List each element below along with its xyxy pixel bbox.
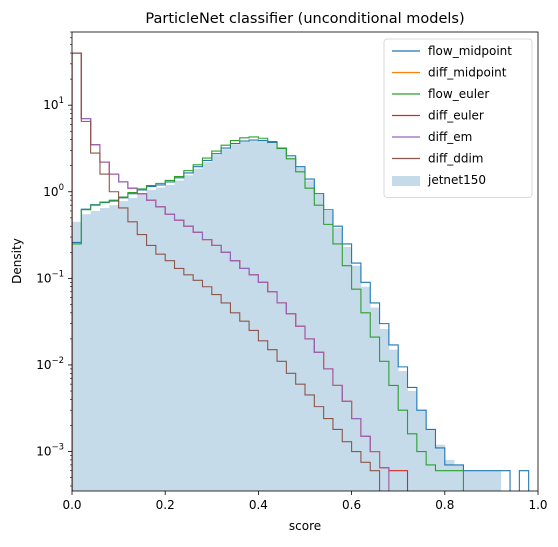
series-line-flow_euler: [72, 136, 464, 491]
bar-jetnet150-6: [127, 197, 138, 491]
y-axis-label: Density: [10, 238, 24, 284]
plot-frame: [71, 31, 539, 492]
bar-jetnet150-26: [314, 194, 325, 491]
bar-jetnet150-2: [90, 210, 101, 491]
bar-jetnet150-22: [277, 149, 287, 491]
bar-jetnet150-3: [99, 207, 110, 491]
plot-area: [71, 31, 539, 492]
bar-jetnet150-45: [491, 470, 502, 491]
legend-label-jetnet150: jetnet150: [427, 173, 486, 187]
bar-jetnet150-14: [202, 162, 213, 491]
y-tick-label: 10−3: [36, 443, 64, 459]
bar-jetnet150-34: [388, 349, 399, 491]
x-tick-label: 0.6: [342, 498, 361, 512]
y-tick-label: 101: [43, 96, 64, 112]
bar-jetnet150-23: [286, 157, 297, 491]
bar-jetnet150-24: [295, 167, 306, 491]
bar-jetnet150-28: [332, 228, 343, 491]
bar-jetnet150-21: [267, 143, 278, 491]
bar-jetnet150-16: [221, 149, 231, 491]
y-tick-label: 10−1: [36, 269, 64, 285]
bar-jetnet150-19: [249, 141, 259, 491]
y-tick-label: 100: [43, 183, 64, 199]
x-tick-label: 0.8: [435, 498, 454, 512]
bar-jetnet150-7: [137, 193, 147, 491]
bar-jetnet150-36: [407, 391, 418, 491]
bar-jetnet150-29: [342, 247, 352, 491]
legend-label-diff_euler: diff_euler: [428, 109, 484, 123]
chart-title: ParticleNet classifier (unconditional mo…: [145, 11, 464, 27]
step-lines-layer: [72, 52, 530, 491]
bar-jetnet150-25: [305, 180, 315, 491]
bar-jetnet150-32: [370, 307, 380, 491]
bar-jetnet150-12: [183, 175, 194, 491]
legend-label-diff_ddim: diff_ddim: [428, 152, 483, 166]
series-line-flow_midpoint: [72, 139, 530, 491]
bar-jetnet150-42: [463, 470, 474, 491]
bar-jetnet150-31: [360, 286, 371, 491]
bar-jetnet150-38: [426, 429, 436, 491]
x-tick-label: 0.0: [62, 498, 81, 512]
legend: flow_midpoint diff_midpoint flow_eulerdiff…: [383, 38, 533, 198]
series-line-diff_ddim: [72, 52, 381, 491]
bar-jetnet150-44: [482, 470, 492, 491]
bar-jetnet150-18: [239, 142, 250, 491]
bar-jetnet150-10: [165, 184, 175, 491]
legend-swatch-jetnet150: [392, 176, 420, 186]
bar-jetnet150-0: [72, 221, 82, 491]
series-line-diff_em: [72, 52, 390, 491]
legend-label-flow_euler: flow_euler: [428, 87, 489, 101]
x-tick-label: 0.4: [249, 498, 268, 512]
bar-jetnet150-27: [323, 210, 334, 491]
bar-jetnet150-13: [193, 168, 203, 491]
bar-jetnet150-20: [258, 141, 269, 491]
x-tick-label: 0.2: [156, 498, 175, 512]
legend-label-diff_midpoint: diff_midpoint: [428, 66, 507, 80]
bar-jetnet150-33: [379, 329, 390, 491]
bar-jetnet150-43: [472, 470, 483, 491]
bar-jetnet150-15: [211, 155, 222, 491]
y-axis: 10−3 10−2 10−1 100 101: [36, 31, 72, 487]
bar-jetnet150-1: [81, 214, 92, 491]
legend-box: [383, 38, 533, 198]
bar-jetnet150-9: [155, 187, 166, 491]
x-tick-label: 1.0: [528, 498, 547, 512]
bar-jetnet150-8: [146, 189, 157, 491]
series-jetnet150: [72, 141, 502, 491]
bar-jetnet150-41: [454, 464, 464, 491]
bar-jetnet150-17: [230, 144, 241, 491]
bar-jetnet150-4: [109, 205, 119, 491]
x-axis: 0.0 0.2 0.4 0.6 0.8 1.0: [62, 491, 548, 512]
bar-jetnet150-35: [398, 371, 408, 491]
bar-jetnet150-40: [444, 459, 455, 491]
bar-jetnet150-11: [174, 180, 185, 491]
bar-jetnet150-37: [416, 410, 427, 491]
bar-jetnet150-5: [118, 201, 129, 491]
legend-label-diff_em: diff_em: [428, 130, 472, 144]
bar-jetnet150-39: [435, 444, 446, 491]
x-axis-label: score: [289, 519, 321, 533]
histogram-layer: [72, 141, 502, 491]
legend-label-flow_midpoint: flow_midpoint: [428, 44, 512, 58]
y-tick-label: 10−2: [36, 356, 64, 372]
bar-jetnet150-30: [351, 265, 362, 491]
